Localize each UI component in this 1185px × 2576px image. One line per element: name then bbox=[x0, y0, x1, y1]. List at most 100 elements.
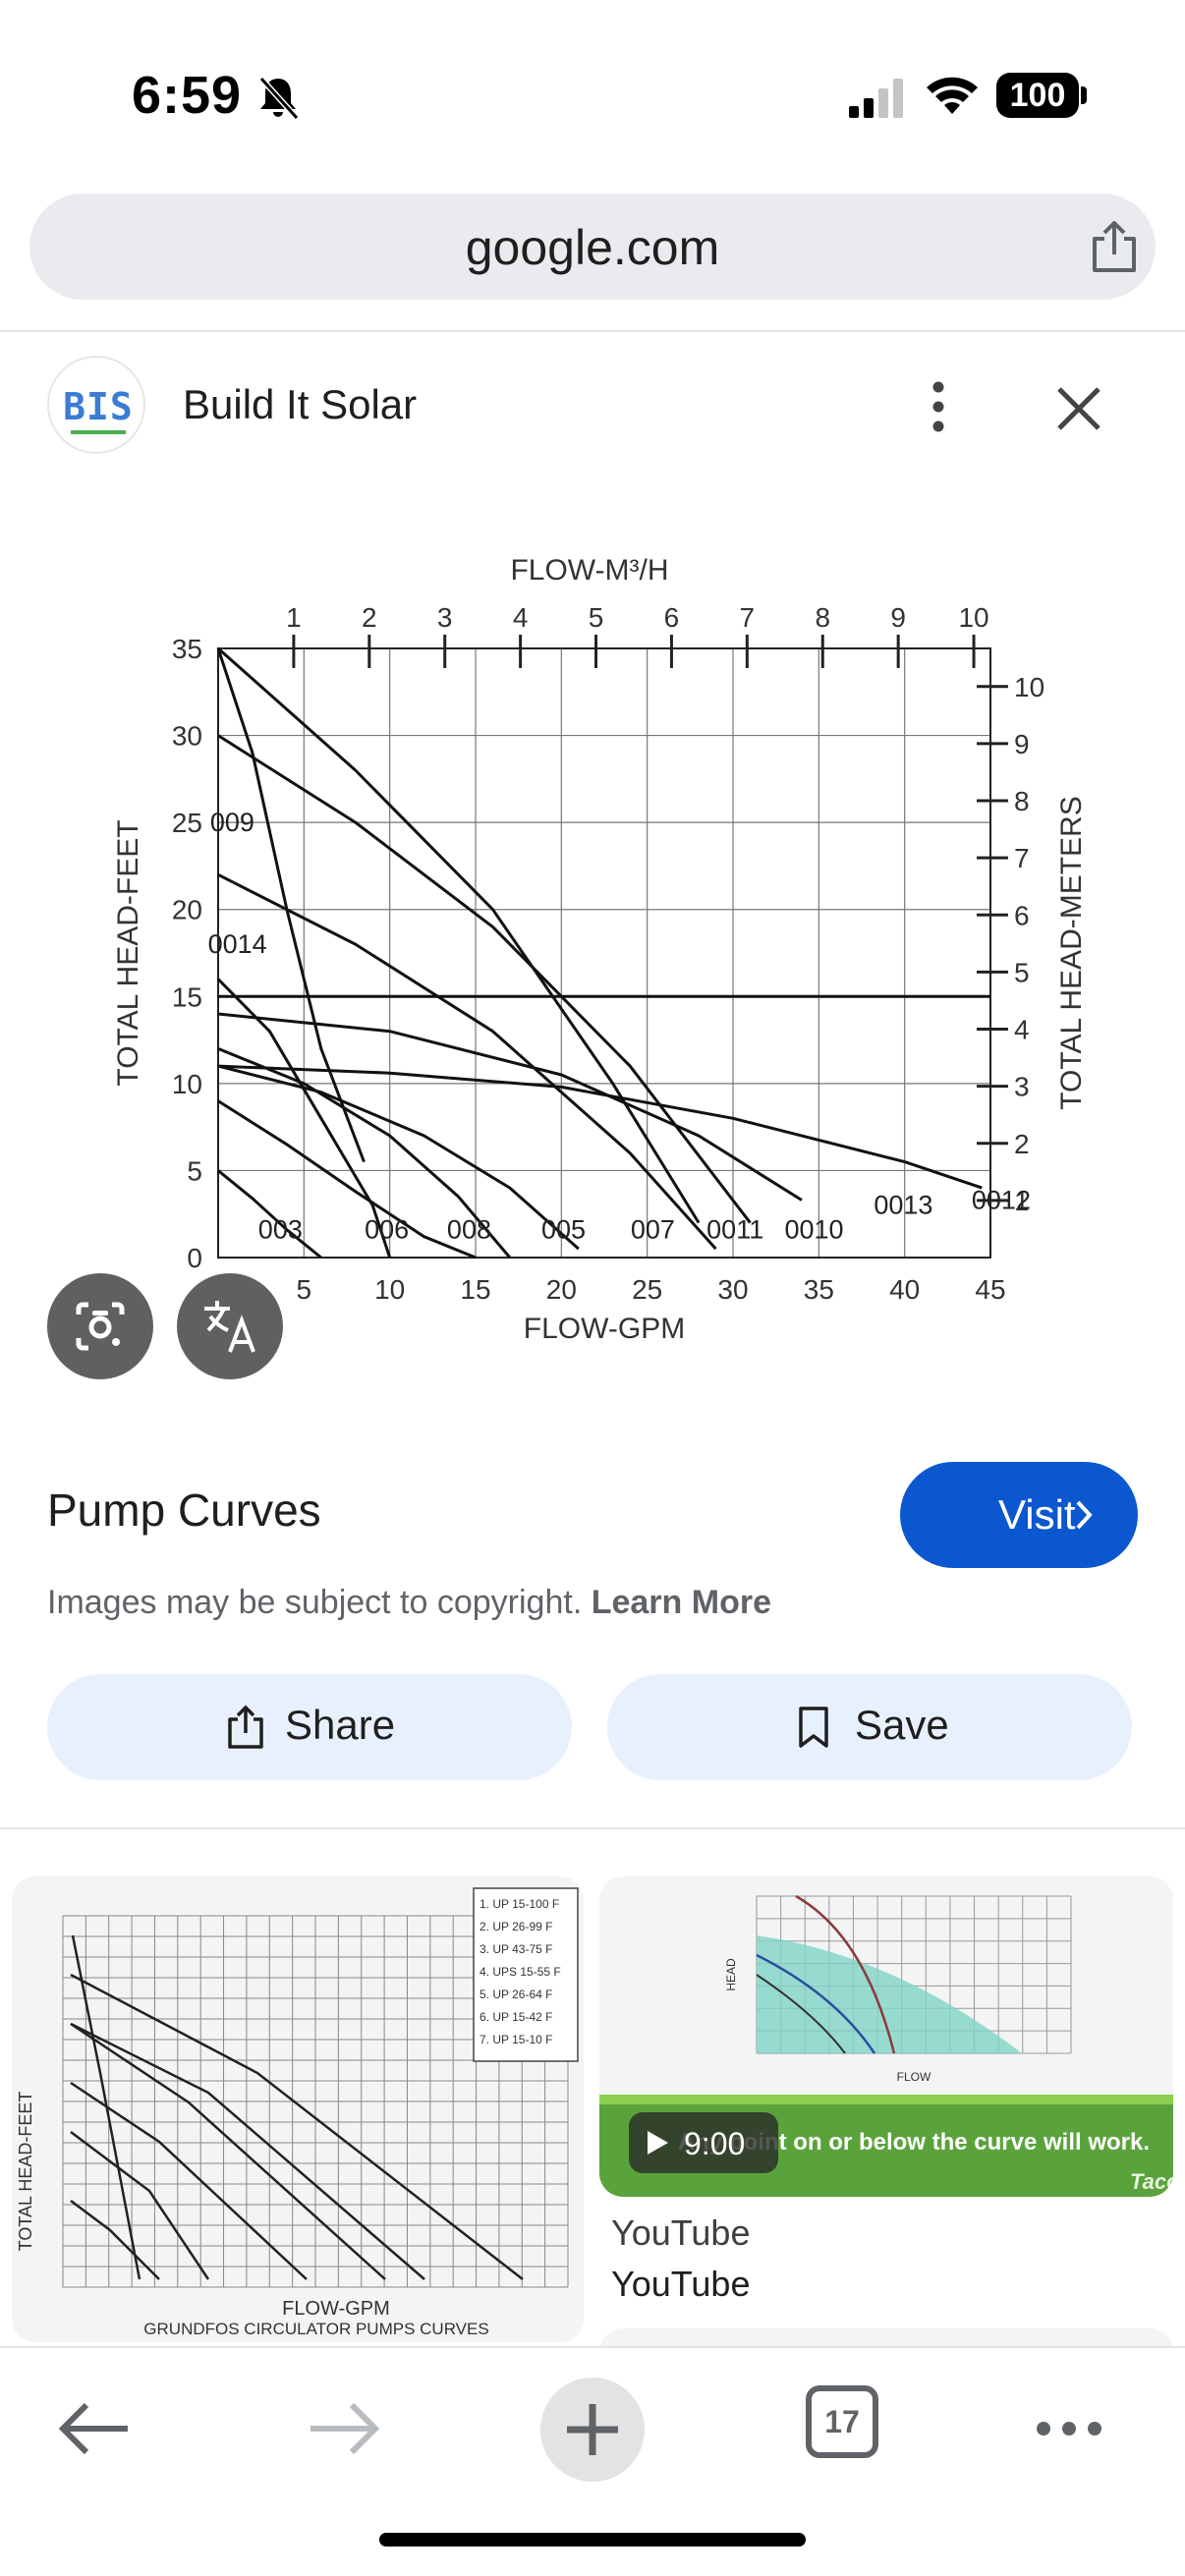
series-curve-003 bbox=[217, 1169, 322, 1260]
related-result-video[interactable]: HEAD FLOW Any point on or below the curve … bbox=[599, 1876, 1173, 2197]
thumb-curve bbox=[70, 2081, 308, 2280]
thumb-area bbox=[757, 1935, 1022, 2053]
back-arrow-icon[interactable] bbox=[57, 2399, 132, 2458]
series-curve-0014 bbox=[217, 1099, 477, 1260]
thumb-curve bbox=[70, 1973, 524, 2280]
result-source-title[interactable]: YouTube bbox=[611, 2212, 751, 2253]
divider bbox=[0, 1827, 1185, 1829]
y-tick-label: 30 bbox=[172, 721, 202, 752]
save-button[interactable]: Save bbox=[607, 1674, 1132, 1780]
x-tick-label: 30 bbox=[717, 1274, 748, 1305]
y-axis-title: TOTAL HEAD-FEET bbox=[112, 819, 144, 1086]
y-tick-label: 25 bbox=[172, 808, 202, 838]
battery-tip bbox=[1081, 86, 1087, 104]
series-curve-0012 bbox=[217, 1064, 983, 1190]
share-button[interactable]: Share bbox=[47, 1674, 572, 1780]
y-tick-label: 5 bbox=[187, 1155, 202, 1186]
thumb-x-axis-title: FLOW bbox=[897, 2070, 931, 2084]
learn-more-link[interactable]: Learn More bbox=[591, 1584, 771, 1621]
source-logo-text: BIS bbox=[63, 385, 134, 428]
share-icon[interactable] bbox=[1087, 219, 1142, 274]
x2-tick-label: 1 bbox=[286, 602, 302, 633]
thumb-x-axis-title: FLOW-GPM bbox=[282, 2298, 390, 2320]
plus-icon bbox=[567, 2404, 618, 2455]
save-label: Save bbox=[855, 1702, 949, 1748]
series-label: 0014 bbox=[208, 929, 267, 959]
y2-tick-label: 6 bbox=[1014, 900, 1030, 930]
bookmark-icon bbox=[799, 1707, 828, 1748]
thumb-legend-entry: 6. UP 15-42 F bbox=[480, 2010, 552, 2024]
google-lens-button[interactable] bbox=[47, 1273, 153, 1379]
share-icon bbox=[228, 1705, 263, 1749]
x-tick-label: 35 bbox=[804, 1274, 834, 1305]
x2-axis-title: FLOW-M³/H bbox=[510, 554, 668, 587]
series-curve-0011 bbox=[217, 646, 701, 1224]
play-icon bbox=[648, 2131, 668, 2155]
x2-tick-label: 4 bbox=[513, 602, 529, 633]
thumb-legend-entry: 1. UP 15-100 F bbox=[480, 1897, 559, 1911]
y2-tick-label: 4 bbox=[1014, 1015, 1030, 1045]
y2-tick-label: 5 bbox=[1014, 957, 1030, 987]
copyright-text: Images may be subject to copyright. bbox=[47, 1584, 583, 1621]
more-horizontal-icon[interactable] bbox=[1034, 2417, 1104, 2440]
source-logo-underline bbox=[71, 430, 126, 434]
thumb-legend-entry: 3. UP 43-75 F bbox=[480, 1942, 552, 1956]
share-label: Share bbox=[285, 1702, 396, 1748]
result-source-channel: YouTube bbox=[611, 2264, 751, 2304]
source-name[interactable]: Build It Solar bbox=[183, 381, 418, 427]
more-vertical-icon[interactable] bbox=[914, 377, 963, 436]
related-result-grundfos[interactable]: 1. UP 15-100 F 2. UP 26-99 F 3. UP 43-75 F… bbox=[12, 1876, 584, 2342]
x2-tick-label: 6 bbox=[664, 602, 680, 633]
series-label: 0012 bbox=[972, 1185, 1031, 1214]
status-time: 6:59 bbox=[132, 66, 243, 125]
new-tab-button[interactable] bbox=[540, 2378, 645, 2482]
x-tick-label: 25 bbox=[632, 1274, 662, 1305]
source-logo[interactable]: BIS bbox=[47, 356, 145, 454]
y2-tick-label: 9 bbox=[1014, 729, 1030, 759]
chevron-right-icon bbox=[1076, 1500, 1093, 1530]
series-curve-006 bbox=[216, 978, 392, 1259]
series-label: 005 bbox=[541, 1215, 586, 1245]
series-label: 009 bbox=[210, 808, 254, 837]
image-title: Pump Curves bbox=[47, 1484, 321, 1536]
thumb-curve bbox=[70, 2022, 425, 2280]
x2-tick-label: 2 bbox=[362, 602, 377, 633]
x2-tick-label: 9 bbox=[890, 602, 906, 633]
y2-tick-label: 1 bbox=[1014, 1186, 1030, 1216]
forward-arrow-icon[interactable] bbox=[307, 2399, 381, 2458]
close-icon[interactable] bbox=[1051, 381, 1106, 436]
thumb-legend-box bbox=[473, 1887, 579, 2062]
series-label: 003 bbox=[258, 1215, 303, 1245]
video-duration: 9:00 bbox=[684, 2126, 746, 2161]
y2-tick-label: 2 bbox=[1014, 1129, 1030, 1159]
grundfos-chart-thumbnail: 1. UP 15-100 F 2. UP 26-99 F 3. UP 43-75 F… bbox=[12, 1876, 584, 2342]
x-axis-title: FLOW-GPM bbox=[524, 1313, 685, 1345]
series-label: 0013 bbox=[874, 1191, 932, 1220]
thumb-curve bbox=[70, 2131, 210, 2280]
thumb-curve bbox=[756, 1953, 876, 2054]
y2-axis-title: TOTAL HEAD-METERS bbox=[1055, 796, 1088, 1109]
y-tick-label: 20 bbox=[172, 895, 202, 925]
thumb-banner-stripe bbox=[599, 2095, 1173, 2104]
pump-curves-chart[interactable]: 0510152025303540450510152025303512345678… bbox=[98, 550, 1100, 1366]
url-bar[interactable]: google.com bbox=[29, 194, 1156, 300]
thumb-brand: Taco bbox=[1130, 2169, 1173, 2194]
thumb-legend-entry: 7. UP 15-10 F bbox=[480, 2033, 552, 2046]
x-tick-label: 5 bbox=[297, 1274, 312, 1305]
visit-button[interactable]: Visit bbox=[900, 1462, 1138, 1568]
bell-slash-icon bbox=[258, 76, 300, 121]
x-tick-label: 45 bbox=[975, 1274, 1005, 1305]
plot-frame bbox=[217, 647, 991, 1259]
tab-switcher-button[interactable]: 17 bbox=[806, 2385, 878, 2458]
thumb-y-axis-title: TOTAL HEAD-FEET bbox=[16, 2092, 35, 2252]
translate-button[interactable] bbox=[177, 1273, 283, 1379]
status-bar: 6:59 100 bbox=[0, 0, 1185, 167]
x2-tick-label: 7 bbox=[740, 602, 756, 633]
x2-tick-label: 5 bbox=[589, 602, 604, 633]
series-curve-008 bbox=[217, 1047, 512, 1259]
series-label: 0011 bbox=[706, 1215, 763, 1245]
y-tick-label: 35 bbox=[172, 634, 202, 664]
thumb-legend-entry: 2. UP 26-99 F bbox=[480, 1920, 552, 1933]
url-text[interactable]: google.com bbox=[465, 220, 720, 275]
